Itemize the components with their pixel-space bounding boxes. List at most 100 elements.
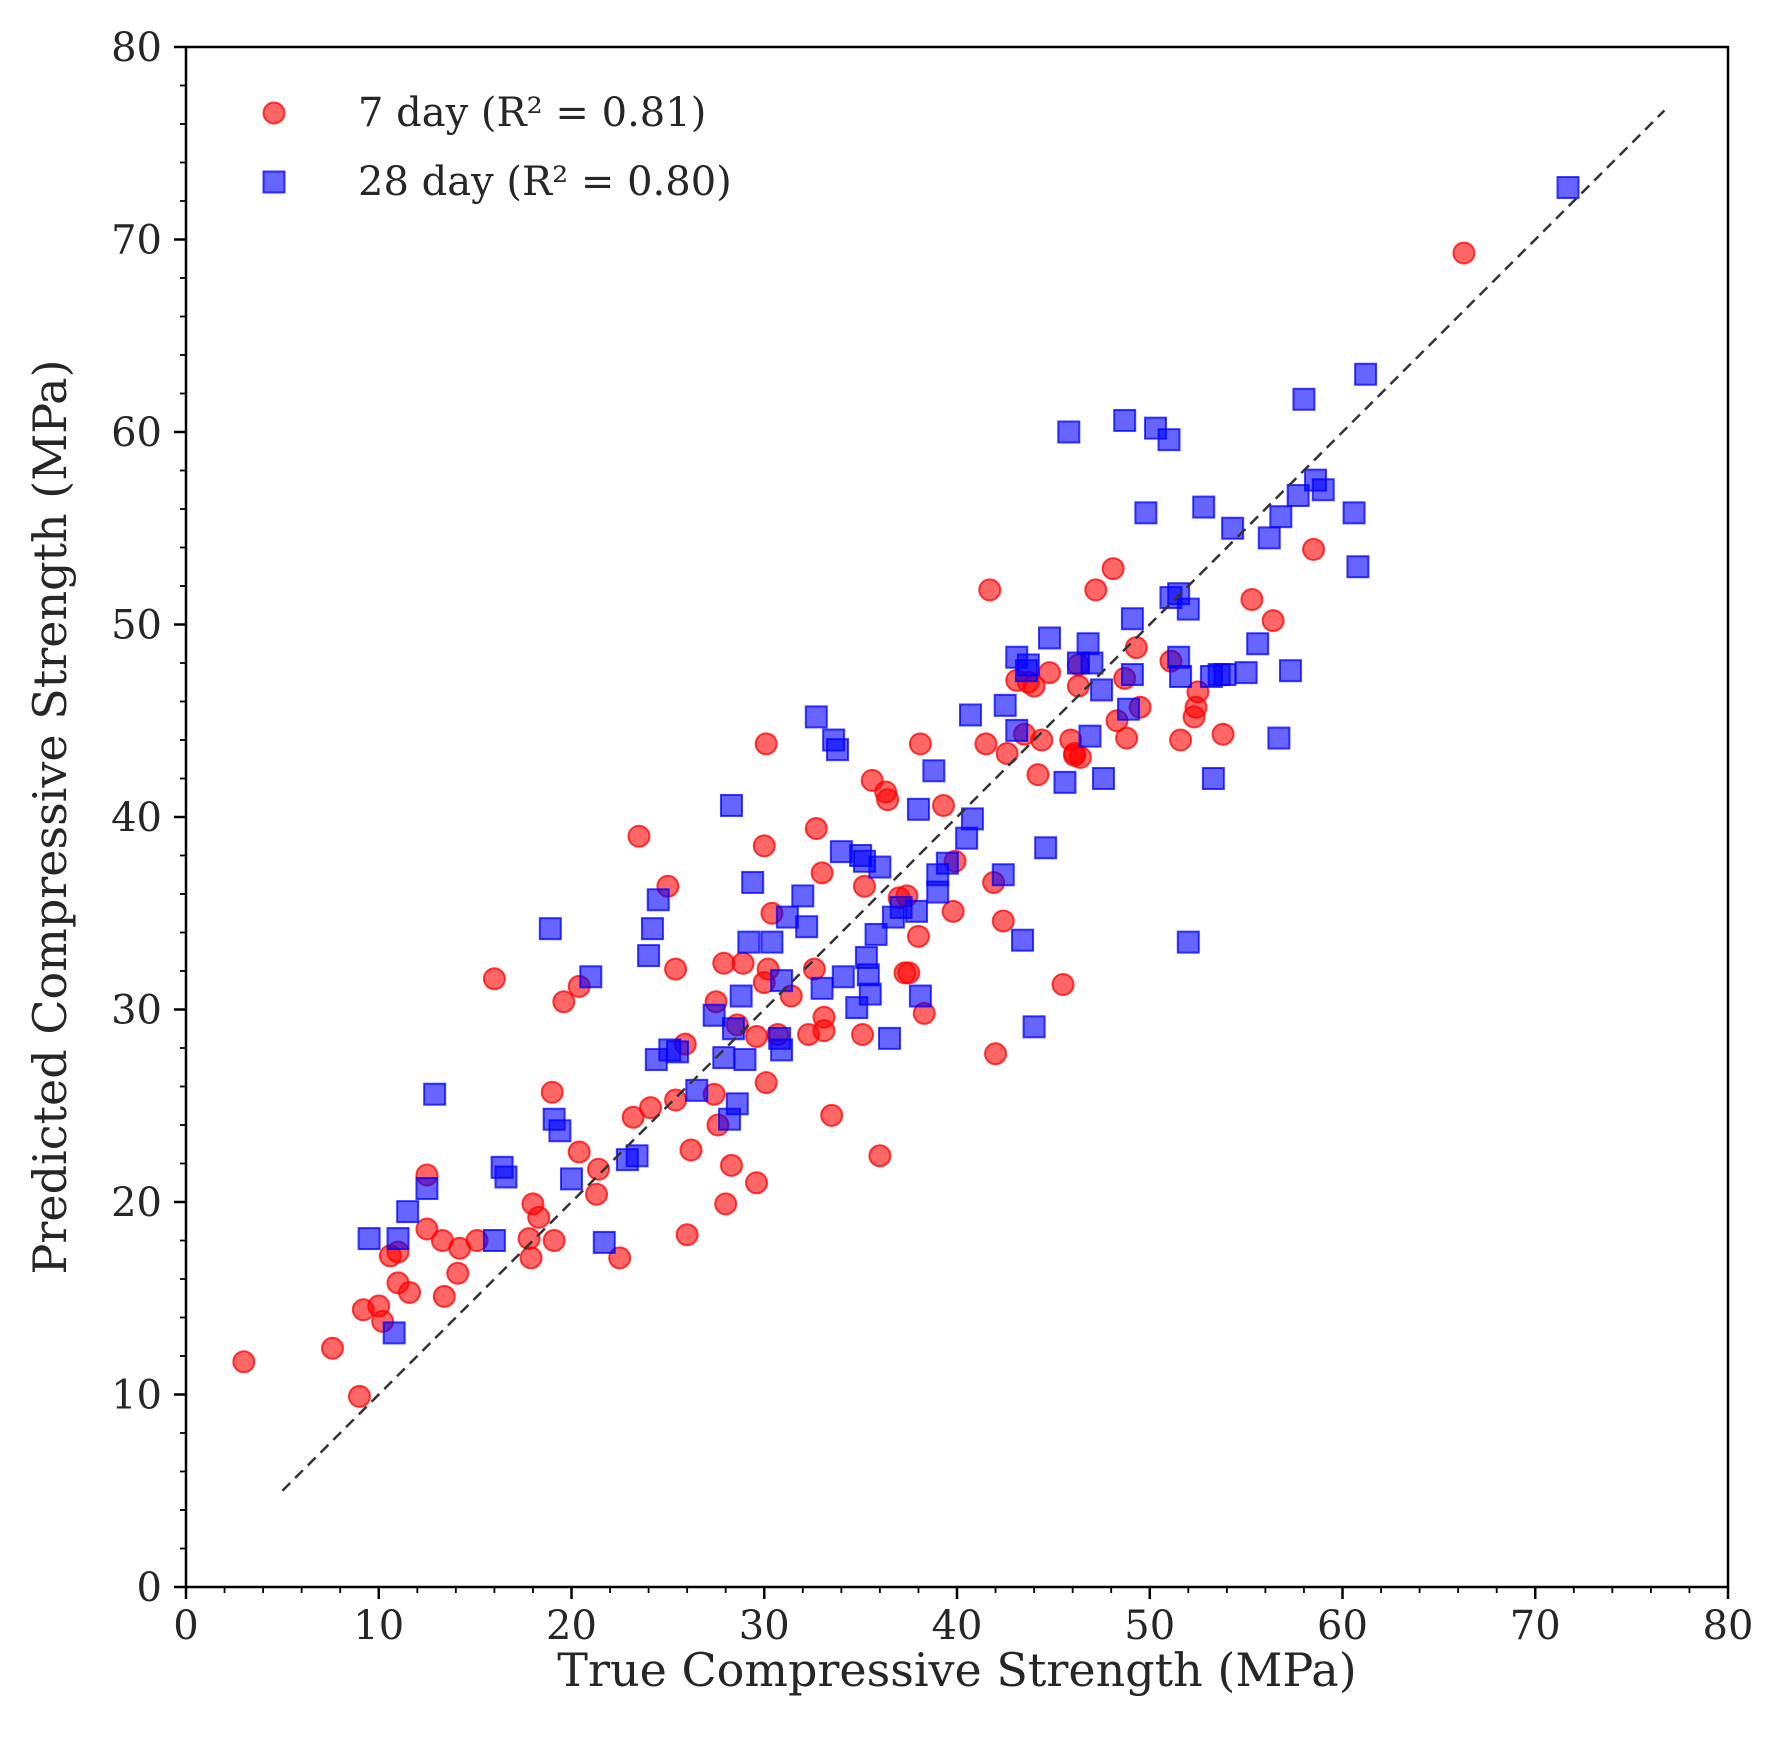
legend-label-28-day: 28 day (R² = 0.80) — [358, 159, 732, 205]
y-tick-label: 50 — [111, 603, 162, 649]
legend-label-7-day: 7 day (R² = 0.81) — [358, 90, 706, 136]
data-point-7-day — [932, 793, 956, 817]
data-point-28-day — [719, 793, 743, 817]
data-point-7-day — [941, 899, 965, 923]
data-point-7-day — [446, 1261, 470, 1285]
data-point-28-day — [1176, 930, 1200, 954]
x-tick-label: 80 — [1703, 1603, 1754, 1649]
data-point-28-day — [560, 1167, 583, 1191]
data-point-28-day — [804, 705, 828, 729]
data-point-7-day — [745, 1024, 769, 1048]
data-point-28-day — [666, 1040, 690, 1064]
data-point-28-day — [922, 759, 946, 783]
data-point-28-day — [1038, 626, 1062, 650]
data-point-7-day — [974, 732, 998, 756]
data-point-28-day — [637, 944, 661, 968]
data-point-28-day — [1117, 697, 1141, 721]
data-point-7-day — [712, 951, 736, 975]
data-point-28-day — [1120, 663, 1144, 687]
data-point-7-day — [714, 1192, 738, 1216]
data-point-28-day — [725, 1092, 749, 1116]
data-point-7-day — [347, 1384, 371, 1408]
data-point-7-day — [876, 788, 900, 812]
data-point-28-day — [770, 1038, 794, 1062]
data-point-28-day — [1005, 718, 1029, 742]
data-point-7-day — [627, 824, 651, 848]
data-point-28-day — [1016, 653, 1040, 677]
data-point-28-day — [729, 984, 753, 1008]
data-point-7-day — [482, 967, 506, 991]
identity-reference-line — [281, 109, 1666, 1492]
data-point-28-day — [825, 738, 849, 762]
data-point-28-day — [1257, 526, 1281, 550]
data-point-28-day — [1278, 659, 1302, 683]
data-point-7-day — [1211, 722, 1235, 746]
data-point-28-day — [831, 965, 855, 989]
data-point-28-day — [721, 1017, 745, 1041]
data-point-7-day — [812, 1019, 836, 1043]
data-point-28-day — [795, 915, 819, 939]
data-point-7-day — [1030, 728, 1054, 752]
data-point-28-day — [993, 693, 1017, 717]
data-point-7-day — [984, 1042, 1008, 1066]
data-point-7-day — [540, 1080, 564, 1104]
data-point-28-day — [1354, 362, 1378, 386]
data-point-7-day — [1115, 726, 1139, 750]
data-point-28-day — [640, 917, 664, 941]
data-point-28-day — [810, 976, 834, 1000]
data-point-7-day — [519, 1246, 543, 1270]
data-point-28-day — [1234, 661, 1258, 685]
data-point-7-day — [415, 1217, 439, 1241]
legend: 7 day (R² = 0.81) 28 day (R² = 0.80) — [262, 90, 732, 205]
data-point-7-day — [542, 1229, 566, 1252]
x-tick-label: 20 — [546, 1603, 597, 1649]
data-point-28-day — [1113, 408, 1137, 432]
data-point-28-day — [791, 884, 815, 908]
data-point-28-day — [908, 984, 932, 1008]
data-point-28-day — [1090, 678, 1114, 702]
x-tick-label: 10 — [353, 1603, 404, 1649]
data-point-7-day — [906, 924, 930, 948]
data-point-28-day — [1192, 495, 1216, 519]
data-point-7-day — [567, 1140, 591, 1164]
data-point-7-day — [908, 732, 932, 756]
data-point-28-day — [538, 917, 562, 941]
data-point-28-day — [958, 703, 982, 727]
data-point-28-day — [1292, 387, 1316, 411]
data-point-28-day — [1176, 597, 1200, 621]
data-point-28-day — [423, 1082, 447, 1106]
x-tick-label: 70 — [1510, 1603, 1561, 1649]
axis-ticks: 0 10 20 30 40 50 60 70 80 0 10 20 30 40 50 60 70 80 — [111, 25, 1753, 1649]
y-tick-label: 80 — [111, 25, 162, 71]
data-point-7-day — [995, 741, 1019, 765]
data-point-28-day — [775, 905, 799, 929]
data-point-28-day — [906, 797, 930, 821]
data-point-28-day — [856, 963, 880, 987]
data-point-7-day — [585, 1182, 609, 1206]
data-point-28-day — [494, 1165, 518, 1189]
data-point-7-day — [754, 1071, 778, 1095]
data-point-7-day — [1302, 537, 1326, 561]
data-point-28-day — [1221, 516, 1245, 540]
data-point-28-day — [415, 1177, 439, 1201]
data-point-28-day — [702, 1003, 726, 1027]
data-point-28-day — [482, 1229, 506, 1252]
x-tick-label: 50 — [1124, 1603, 1175, 1649]
data-point-28-day — [926, 880, 950, 904]
x-axis-label: True Compressive Strength (MPa) — [557, 1643, 1356, 1697]
data-point-7-day — [1066, 674, 1090, 698]
data-point-28-day — [878, 1026, 902, 1050]
y-tick-label: 20 — [111, 1180, 162, 1226]
legend-marker-circle — [262, 101, 286, 125]
data-point-7-day — [432, 1284, 456, 1308]
data-point-28-day — [1201, 767, 1225, 790]
data-point-7-day — [1169, 728, 1193, 752]
data-point-28-day — [382, 1321, 406, 1345]
data-point-28-day — [1556, 176, 1580, 200]
y-tick-label: 60 — [111, 410, 162, 456]
y-axis-label: Predicted Compressive Strength (MPa) — [23, 359, 77, 1274]
data-point-7-day — [1051, 972, 1075, 996]
data-point-7-day — [1240, 587, 1264, 611]
